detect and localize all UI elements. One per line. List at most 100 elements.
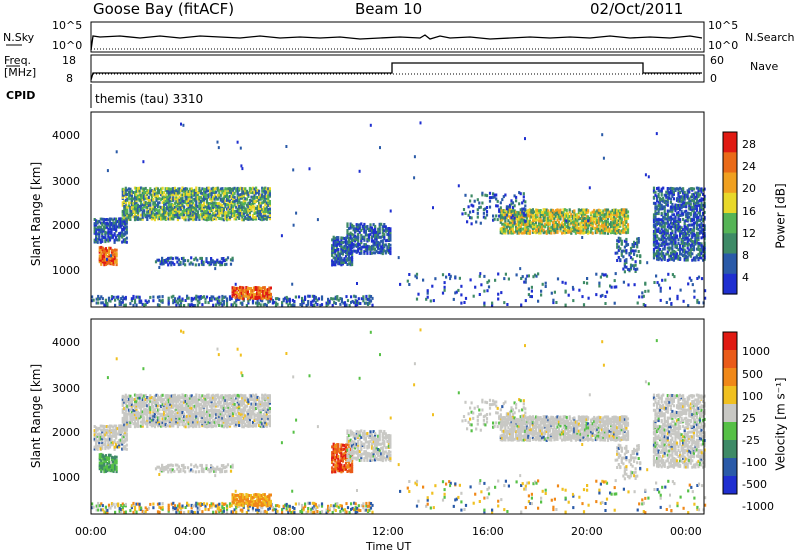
power-cell bbox=[184, 299, 187, 302]
power-cell bbox=[196, 192, 199, 196]
power-cell bbox=[99, 230, 102, 234]
power-cell bbox=[623, 227, 626, 231]
power-cell bbox=[697, 241, 700, 245]
power-cell bbox=[112, 295, 115, 299]
power-cell bbox=[172, 190, 175, 194]
power-cell bbox=[375, 249, 378, 253]
velocity-cell bbox=[149, 406, 152, 410]
power-cell bbox=[542, 208, 545, 212]
power-cell bbox=[674, 228, 677, 232]
power-cell bbox=[241, 201, 244, 205]
power-cell bbox=[153, 208, 156, 211]
vel-cbar-tick-m25: -25 bbox=[742, 434, 760, 447]
power-cell bbox=[161, 213, 164, 217]
power-cell bbox=[175, 208, 178, 211]
power-cell bbox=[700, 205, 703, 209]
power-cell bbox=[654, 242, 657, 246]
power-cell bbox=[110, 227, 113, 231]
power-cell bbox=[666, 242, 669, 246]
power-cell bbox=[671, 242, 674, 246]
velocity-cell bbox=[116, 427, 119, 431]
power-cell bbox=[343, 240, 346, 244]
power-cell bbox=[238, 201, 241, 205]
power-cell bbox=[179, 299, 183, 303]
power-cell bbox=[654, 201, 657, 205]
power-cell bbox=[256, 288, 259, 292]
velocity-cell bbox=[141, 410, 144, 414]
power-cell bbox=[668, 193, 671, 197]
power-cell bbox=[121, 190, 124, 194]
power-cell bbox=[669, 218, 672, 222]
power-cell bbox=[239, 146, 242, 150]
power-cell bbox=[504, 209, 507, 213]
power-cell bbox=[591, 227, 594, 230]
power-cell bbox=[167, 256, 170, 260]
power-cell bbox=[576, 226, 579, 230]
power-cell bbox=[124, 188, 127, 192]
power-cell bbox=[267, 191, 270, 195]
power-cell bbox=[181, 204, 184, 207]
power-cell bbox=[138, 209, 141, 213]
power-cell bbox=[121, 201, 124, 205]
power-cell bbox=[504, 216, 507, 220]
power-cell bbox=[613, 223, 616, 227]
power-cell bbox=[129, 193, 132, 197]
power-cell bbox=[611, 217, 614, 221]
power-cell bbox=[683, 203, 686, 207]
power-cell bbox=[257, 296, 260, 300]
power-cell bbox=[568, 215, 571, 218]
power-cell bbox=[332, 235, 335, 239]
nsky-trace bbox=[90, 34, 703, 51]
power-cell bbox=[545, 211, 548, 215]
velocity-cell bbox=[124, 393, 127, 397]
power-cell bbox=[679, 249, 682, 253]
power-cell bbox=[95, 235, 98, 239]
power-cell bbox=[251, 199, 255, 202]
power-cell bbox=[572, 299, 575, 303]
power-cell bbox=[262, 196, 265, 200]
power-cell bbox=[363, 301, 366, 305]
power-cell bbox=[419, 121, 422, 125]
power-cell bbox=[204, 216, 207, 220]
power-cell bbox=[337, 254, 340, 258]
power-cell bbox=[172, 217, 175, 221]
power-cell bbox=[202, 215, 206, 219]
power-cell bbox=[534, 211, 538, 214]
power-cell bbox=[274, 301, 278, 305]
power-cell bbox=[182, 123, 185, 127]
power-cell bbox=[677, 248, 680, 252]
power-cell bbox=[669, 209, 672, 213]
power-cell bbox=[653, 281, 656, 284]
power-cell bbox=[668, 246, 671, 250]
power-cell bbox=[527, 224, 530, 228]
power-cell bbox=[167, 217, 170, 221]
power-cell bbox=[236, 297, 239, 301]
power-cell bbox=[149, 199, 152, 203]
power-cell bbox=[591, 224, 594, 228]
power-cell bbox=[372, 243, 375, 247]
velocity-cell bbox=[114, 464, 117, 468]
power-cell bbox=[170, 202, 173, 206]
power-cell bbox=[614, 217, 617, 221]
power-cell bbox=[669, 231, 672, 235]
power-cell bbox=[582, 225, 585, 229]
power-cell bbox=[106, 251, 109, 254]
velocity-cell bbox=[101, 466, 104, 469]
power-cell bbox=[235, 299, 238, 303]
power-cell bbox=[573, 217, 576, 221]
power-cell bbox=[637, 240, 640, 244]
velocity-cell bbox=[126, 400, 129, 403]
power-cell bbox=[593, 226, 596, 230]
velocity-cell bbox=[137, 412, 140, 416]
power-cell bbox=[196, 205, 199, 208]
power-cell bbox=[236, 201, 239, 205]
power-cell bbox=[585, 223, 588, 227]
power-cell bbox=[659, 201, 662, 205]
power-cell bbox=[528, 229, 531, 233]
velocity-cell bbox=[152, 412, 155, 416]
velocity-cell bbox=[149, 423, 152, 427]
power-cell bbox=[505, 207, 508, 211]
power-cell bbox=[256, 196, 259, 199]
power-cell bbox=[659, 223, 662, 227]
power-cell bbox=[573, 219, 576, 222]
